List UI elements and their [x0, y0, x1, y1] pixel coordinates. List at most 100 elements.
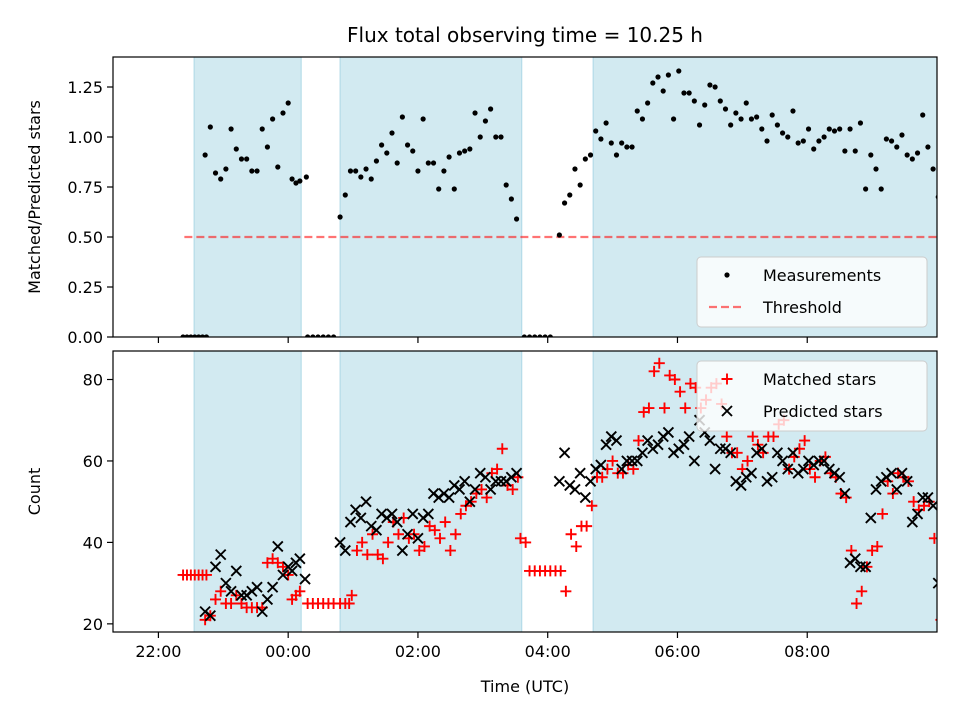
measurement-point — [925, 144, 931, 150]
measurement-point — [577, 182, 583, 188]
predicted-star-point — [683, 430, 695, 443]
predicted-star-point — [209, 561, 222, 573]
measurement-point — [608, 140, 614, 146]
predicted-star-point — [636, 447, 649, 459]
predicted-star-point — [621, 455, 633, 467]
predicted-star-point — [641, 434, 654, 447]
matched-star-point — [418, 540, 430, 552]
measurement-point — [634, 108, 640, 114]
matched-star-point — [476, 483, 488, 495]
measurement-point — [795, 140, 801, 146]
matched-star-point — [747, 431, 759, 443]
measurement-point — [847, 126, 853, 132]
measurement-point — [629, 144, 635, 150]
measurement-point — [748, 116, 755, 122]
matched-star-point — [351, 545, 363, 557]
predicted-star-point — [574, 467, 586, 479]
measurement-point — [297, 178, 303, 184]
measurement-point — [696, 122, 703, 128]
matched-star-point — [871, 540, 883, 552]
predicted-star-point — [787, 447, 799, 459]
measurement-point — [702, 102, 708, 108]
predicted-star-point — [859, 561, 872, 573]
matched-star-point — [377, 553, 389, 565]
matched-star-point — [277, 561, 289, 573]
predicted-star-point — [339, 544, 351, 557]
axes-frame — [112, 350, 938, 633]
measurement-point — [722, 106, 729, 112]
legend: Measurements Threshold — [696, 256, 928, 328]
predicted-star-point — [865, 512, 877, 524]
x-tick-label: 02:00 — [395, 642, 441, 661]
measurement-point — [655, 74, 661, 80]
measurement-point — [883, 136, 889, 142]
y-axis-label: Matched/Predicted stars — [25, 100, 44, 294]
predicted-star-point — [595, 459, 607, 471]
predicted-star-point — [344, 516, 357, 528]
legend-marker-measurements — [724, 272, 730, 278]
y-tick-label: 60 — [83, 452, 103, 471]
matched-star-point — [346, 589, 358, 601]
matched-star-point — [648, 365, 660, 377]
matched-star-point — [596, 471, 608, 483]
measurement-point — [779, 130, 786, 136]
y-tick-label: 0.00 — [67, 328, 103, 347]
measurement-point — [743, 100, 749, 106]
matched-star-point — [294, 585, 306, 597]
measurement-point — [800, 138, 806, 144]
predicted-star-point — [334, 536, 346, 549]
matched-star-point — [721, 431, 733, 443]
predicted-star-point — [579, 491, 592, 504]
measurement-point — [384, 150, 390, 156]
measurement-point — [754, 114, 760, 120]
legend-label: Matched stars — [763, 370, 876, 389]
predicted-star-point — [932, 577, 937, 589]
measurement-point — [196, 334, 202, 337]
y-tick-label: 0.25 — [67, 278, 103, 297]
measurement-point — [218, 176, 224, 182]
measurement-point — [909, 156, 915, 162]
measurement-point — [899, 132, 905, 138]
measurement-point — [199, 334, 206, 337]
legend-label: Threshold — [762, 298, 842, 317]
measurement-point — [363, 166, 369, 172]
measurement-point — [811, 146, 817, 152]
matched-star-point — [679, 402, 691, 414]
measurement-point — [513, 216, 520, 222]
measurement-point — [556, 232, 562, 238]
measurement-point — [228, 126, 234, 132]
predicted-star-point — [766, 471, 778, 483]
matched-star-point — [382, 536, 394, 548]
predicted-star-point — [600, 438, 612, 451]
predicted-star-point — [709, 463, 721, 475]
matched-star-point — [439, 516, 451, 528]
predicted-star-point — [626, 455, 638, 467]
predicted-star-point — [813, 455, 825, 467]
matched-star-point — [856, 585, 868, 597]
matched-star-point — [200, 569, 212, 581]
measurement-point — [389, 130, 395, 136]
matched-star-point — [520, 536, 532, 548]
observing-window-band — [194, 57, 302, 337]
predicted-star-point — [885, 467, 898, 479]
y-tick-label: 80 — [83, 371, 103, 390]
predicted-star-point — [277, 569, 289, 581]
measurement-point — [207, 124, 213, 130]
measurement-point — [254, 168, 260, 174]
measurement-point — [759, 126, 765, 132]
measurement-point — [303, 174, 309, 180]
predicted-star-point — [391, 516, 403, 528]
predicted-star-point — [584, 475, 597, 487]
measurement-point — [816, 138, 822, 144]
legend: Matched stars Predicted stars — [696, 360, 928, 432]
predicted-star-point — [553, 475, 566, 487]
measurement-point — [785, 134, 791, 140]
predicted-star-point — [272, 540, 284, 553]
measurement-point — [707, 82, 713, 88]
series-measurements — [180, 68, 937, 337]
measurement-point — [410, 148, 416, 154]
measurement-point — [821, 134, 827, 140]
matched-star-point — [658, 402, 670, 414]
measurement-point — [863, 186, 869, 192]
predicted-star-point — [745, 467, 758, 479]
